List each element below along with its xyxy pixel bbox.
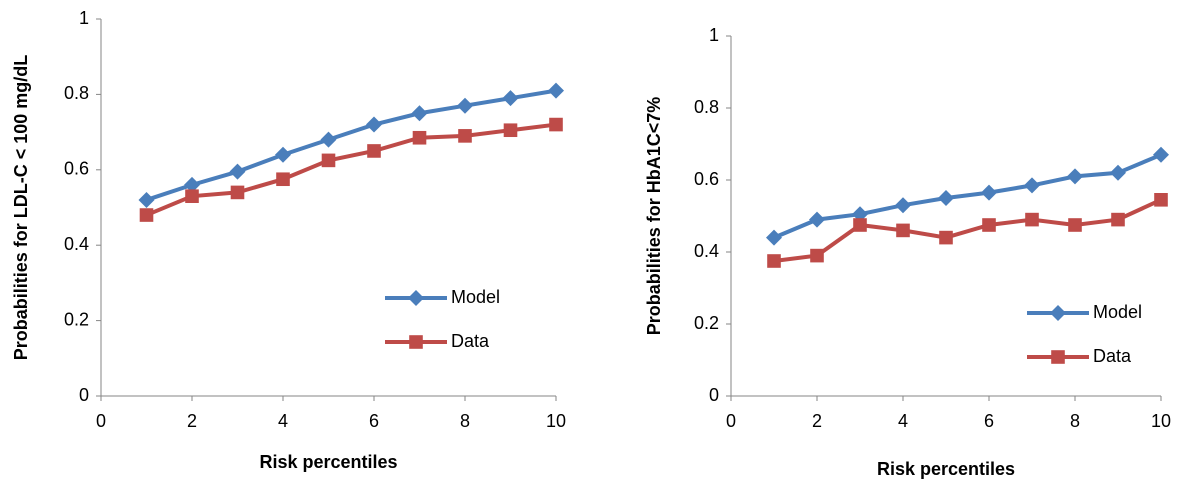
series-line [145,122,557,217]
marker [412,130,427,145]
x-tick-label: 6 [984,411,994,431]
marker [549,117,563,132]
marker [896,223,910,238]
marker [408,290,424,306]
y-tick-label: 0 [79,385,89,405]
marker [229,163,246,180]
marker [1067,168,1083,185]
y-tick-label: 1 [79,8,89,28]
marker [276,172,290,187]
y-tick-label: 0.4 [64,234,89,254]
marker [1024,177,1040,194]
y-tick-label: 0.4 [694,241,719,261]
x-tick-label: 2 [187,411,197,431]
marker [275,146,291,163]
x-tick-label: 2 [812,411,822,431]
marker [503,123,518,138]
x-tick-label: 0 [96,411,106,431]
marker [1051,350,1065,364]
marker [895,197,911,214]
x-tick-label: 4 [278,411,288,431]
x-tick-label: 4 [898,411,908,431]
marker [853,218,867,232]
marker [548,82,564,99]
x-axis-title: Risk percentiles [877,459,1015,479]
legend-label: Data [451,331,490,351]
y-tick-label: 0.2 [64,309,89,329]
y-tick-label: 0.6 [64,159,89,179]
marker [767,254,781,268]
x-tick-label: 8 [1070,411,1080,431]
marker [321,153,336,168]
x-tick-label: 6 [369,411,379,431]
y-tick-label: 1 [709,25,719,45]
series-line [773,197,1162,263]
marker [810,248,824,263]
marker [411,105,428,122]
marker [502,90,519,107]
marker [366,116,382,133]
marker [184,176,200,193]
legend-label: Model [451,287,500,307]
marker [1154,193,1168,207]
marker [185,189,199,203]
y-tick-label: 0.8 [694,97,719,117]
marker [1153,146,1169,163]
y-tick-label: 0.2 [694,313,719,333]
marker [1111,212,1125,227]
y-axis-title: Probabilities for LDL-C < 100 mg/dL [11,55,31,361]
marker [139,208,154,222]
marker [1050,305,1066,321]
marker [458,129,472,143]
x-tick-label: 0 [726,411,736,431]
y-axis-title: Probabilities for HbA1C<7% [644,97,664,336]
marker [320,131,337,148]
marker [1025,212,1039,227]
x-axis-title: Risk percentiles [259,452,397,472]
x-tick-label: 8 [460,411,470,431]
y-tick-label: 0.8 [64,83,89,103]
marker [1110,164,1126,181]
y-tick-label: 0 [709,385,719,405]
marker [1068,218,1082,232]
marker [766,229,782,246]
marker [981,184,997,201]
series-line [773,152,1162,240]
marker [367,144,381,158]
marker [939,230,953,245]
marker [230,185,245,200]
x-tick-label: 10 [1151,411,1171,431]
y-tick-label: 0.6 [694,169,719,189]
marker [457,97,473,114]
marker [409,335,423,349]
series-line [145,88,557,202]
legend-label: Data [1093,346,1132,366]
marker [809,211,825,228]
marker [938,190,954,206]
marker [982,218,996,232]
legend-label: Model [1093,302,1142,322]
marker [138,191,155,208]
x-tick-label: 10 [546,411,566,431]
